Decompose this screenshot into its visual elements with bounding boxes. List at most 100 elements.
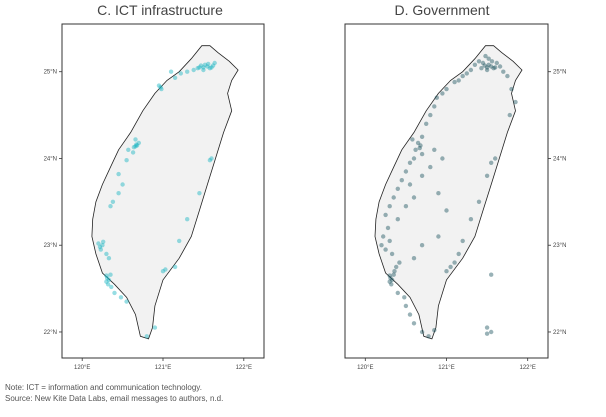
note-text: Note: ICT = information and communicatio… xyxy=(5,383,202,392)
x-tick-label: 120°E xyxy=(357,365,373,371)
location-point xyxy=(212,60,217,66)
location-point xyxy=(415,140,421,146)
location-point xyxy=(468,67,474,73)
location-point xyxy=(464,71,469,76)
location-point xyxy=(391,195,396,200)
location-point xyxy=(419,329,425,335)
location-point xyxy=(489,160,494,165)
location-point xyxy=(419,151,425,157)
location-point xyxy=(419,173,425,178)
location-point xyxy=(104,251,109,257)
location-point xyxy=(112,290,117,296)
location-point xyxy=(389,277,395,283)
location-point xyxy=(120,182,125,187)
location-point xyxy=(178,71,183,76)
location-point xyxy=(172,75,178,81)
location-point xyxy=(124,299,129,304)
location-point xyxy=(402,295,407,300)
location-point xyxy=(383,247,388,252)
location-point xyxy=(399,178,404,183)
location-point xyxy=(494,60,499,66)
panel-title-government: D. Government xyxy=(394,2,490,18)
location-point xyxy=(480,60,486,66)
location-point xyxy=(489,64,494,69)
location-point xyxy=(383,212,388,218)
location-point xyxy=(460,238,465,244)
location-point xyxy=(106,277,112,283)
location-point xyxy=(484,173,490,178)
location-point xyxy=(205,64,210,69)
location-point xyxy=(403,303,409,309)
location-point xyxy=(105,282,111,287)
location-point xyxy=(410,137,415,142)
location-point xyxy=(407,182,413,187)
location-point xyxy=(124,158,129,163)
location-point xyxy=(456,78,461,83)
location-point xyxy=(152,325,158,330)
location-point xyxy=(391,272,396,277)
location-point xyxy=(156,83,162,88)
location-point xyxy=(444,208,449,213)
location-point xyxy=(489,59,495,64)
location-point xyxy=(484,325,490,330)
y-tick-label: 25°N xyxy=(553,70,566,76)
location-point xyxy=(116,191,121,196)
location-point xyxy=(395,290,400,296)
location-point xyxy=(440,91,445,96)
y-tick-label: 22°N xyxy=(553,330,566,336)
location-point xyxy=(448,264,453,270)
location-point xyxy=(486,62,491,67)
location-point xyxy=(407,312,413,317)
location-point xyxy=(163,267,168,272)
location-point xyxy=(207,66,213,71)
location-point xyxy=(411,156,417,161)
y-tick-label: 24°N xyxy=(553,156,566,162)
location-point xyxy=(432,328,437,333)
location-point xyxy=(130,150,136,155)
location-point xyxy=(116,171,121,177)
source-text: Source: New Kite Data Labs, email messag… xyxy=(5,394,224,403)
location-point xyxy=(397,260,402,265)
location-point xyxy=(185,217,190,222)
location-point xyxy=(484,331,490,336)
location-point xyxy=(198,63,204,68)
y-tick-label: 23°N xyxy=(44,243,57,249)
location-point xyxy=(210,63,216,68)
location-point xyxy=(106,256,112,261)
location-point xyxy=(101,239,106,244)
location-point xyxy=(191,67,196,73)
location-point xyxy=(379,243,384,248)
location-point xyxy=(134,143,140,148)
location-point xyxy=(411,256,417,261)
location-point xyxy=(395,217,400,222)
location-point xyxy=(136,140,141,146)
location-point xyxy=(133,144,138,149)
location-point xyxy=(388,276,393,281)
location-point xyxy=(484,65,490,70)
location-point xyxy=(202,62,208,67)
location-point xyxy=(452,79,457,85)
location-point xyxy=(126,147,131,152)
location-point xyxy=(489,272,494,277)
location-point xyxy=(411,321,417,326)
location-point xyxy=(486,56,491,61)
y-tick-label: 24°N xyxy=(44,156,57,162)
location-point xyxy=(444,86,449,92)
location-point xyxy=(436,234,441,239)
location-point xyxy=(381,234,386,239)
location-point xyxy=(177,238,182,244)
location-point xyxy=(110,199,116,204)
y-tick-label: 23°N xyxy=(553,243,566,249)
location-point xyxy=(172,264,178,270)
location-point xyxy=(432,147,437,152)
location-point xyxy=(413,147,418,152)
figure-notes: Note: ICT = information and communicatio… xyxy=(5,382,223,404)
location-point xyxy=(387,238,392,244)
taiwan-outline xyxy=(91,45,239,340)
location-point xyxy=(133,137,138,142)
location-point xyxy=(206,61,211,67)
x-tick-label: 121°E xyxy=(438,365,454,371)
location-point xyxy=(476,59,482,64)
x-tick-label: 122°E xyxy=(519,365,535,371)
